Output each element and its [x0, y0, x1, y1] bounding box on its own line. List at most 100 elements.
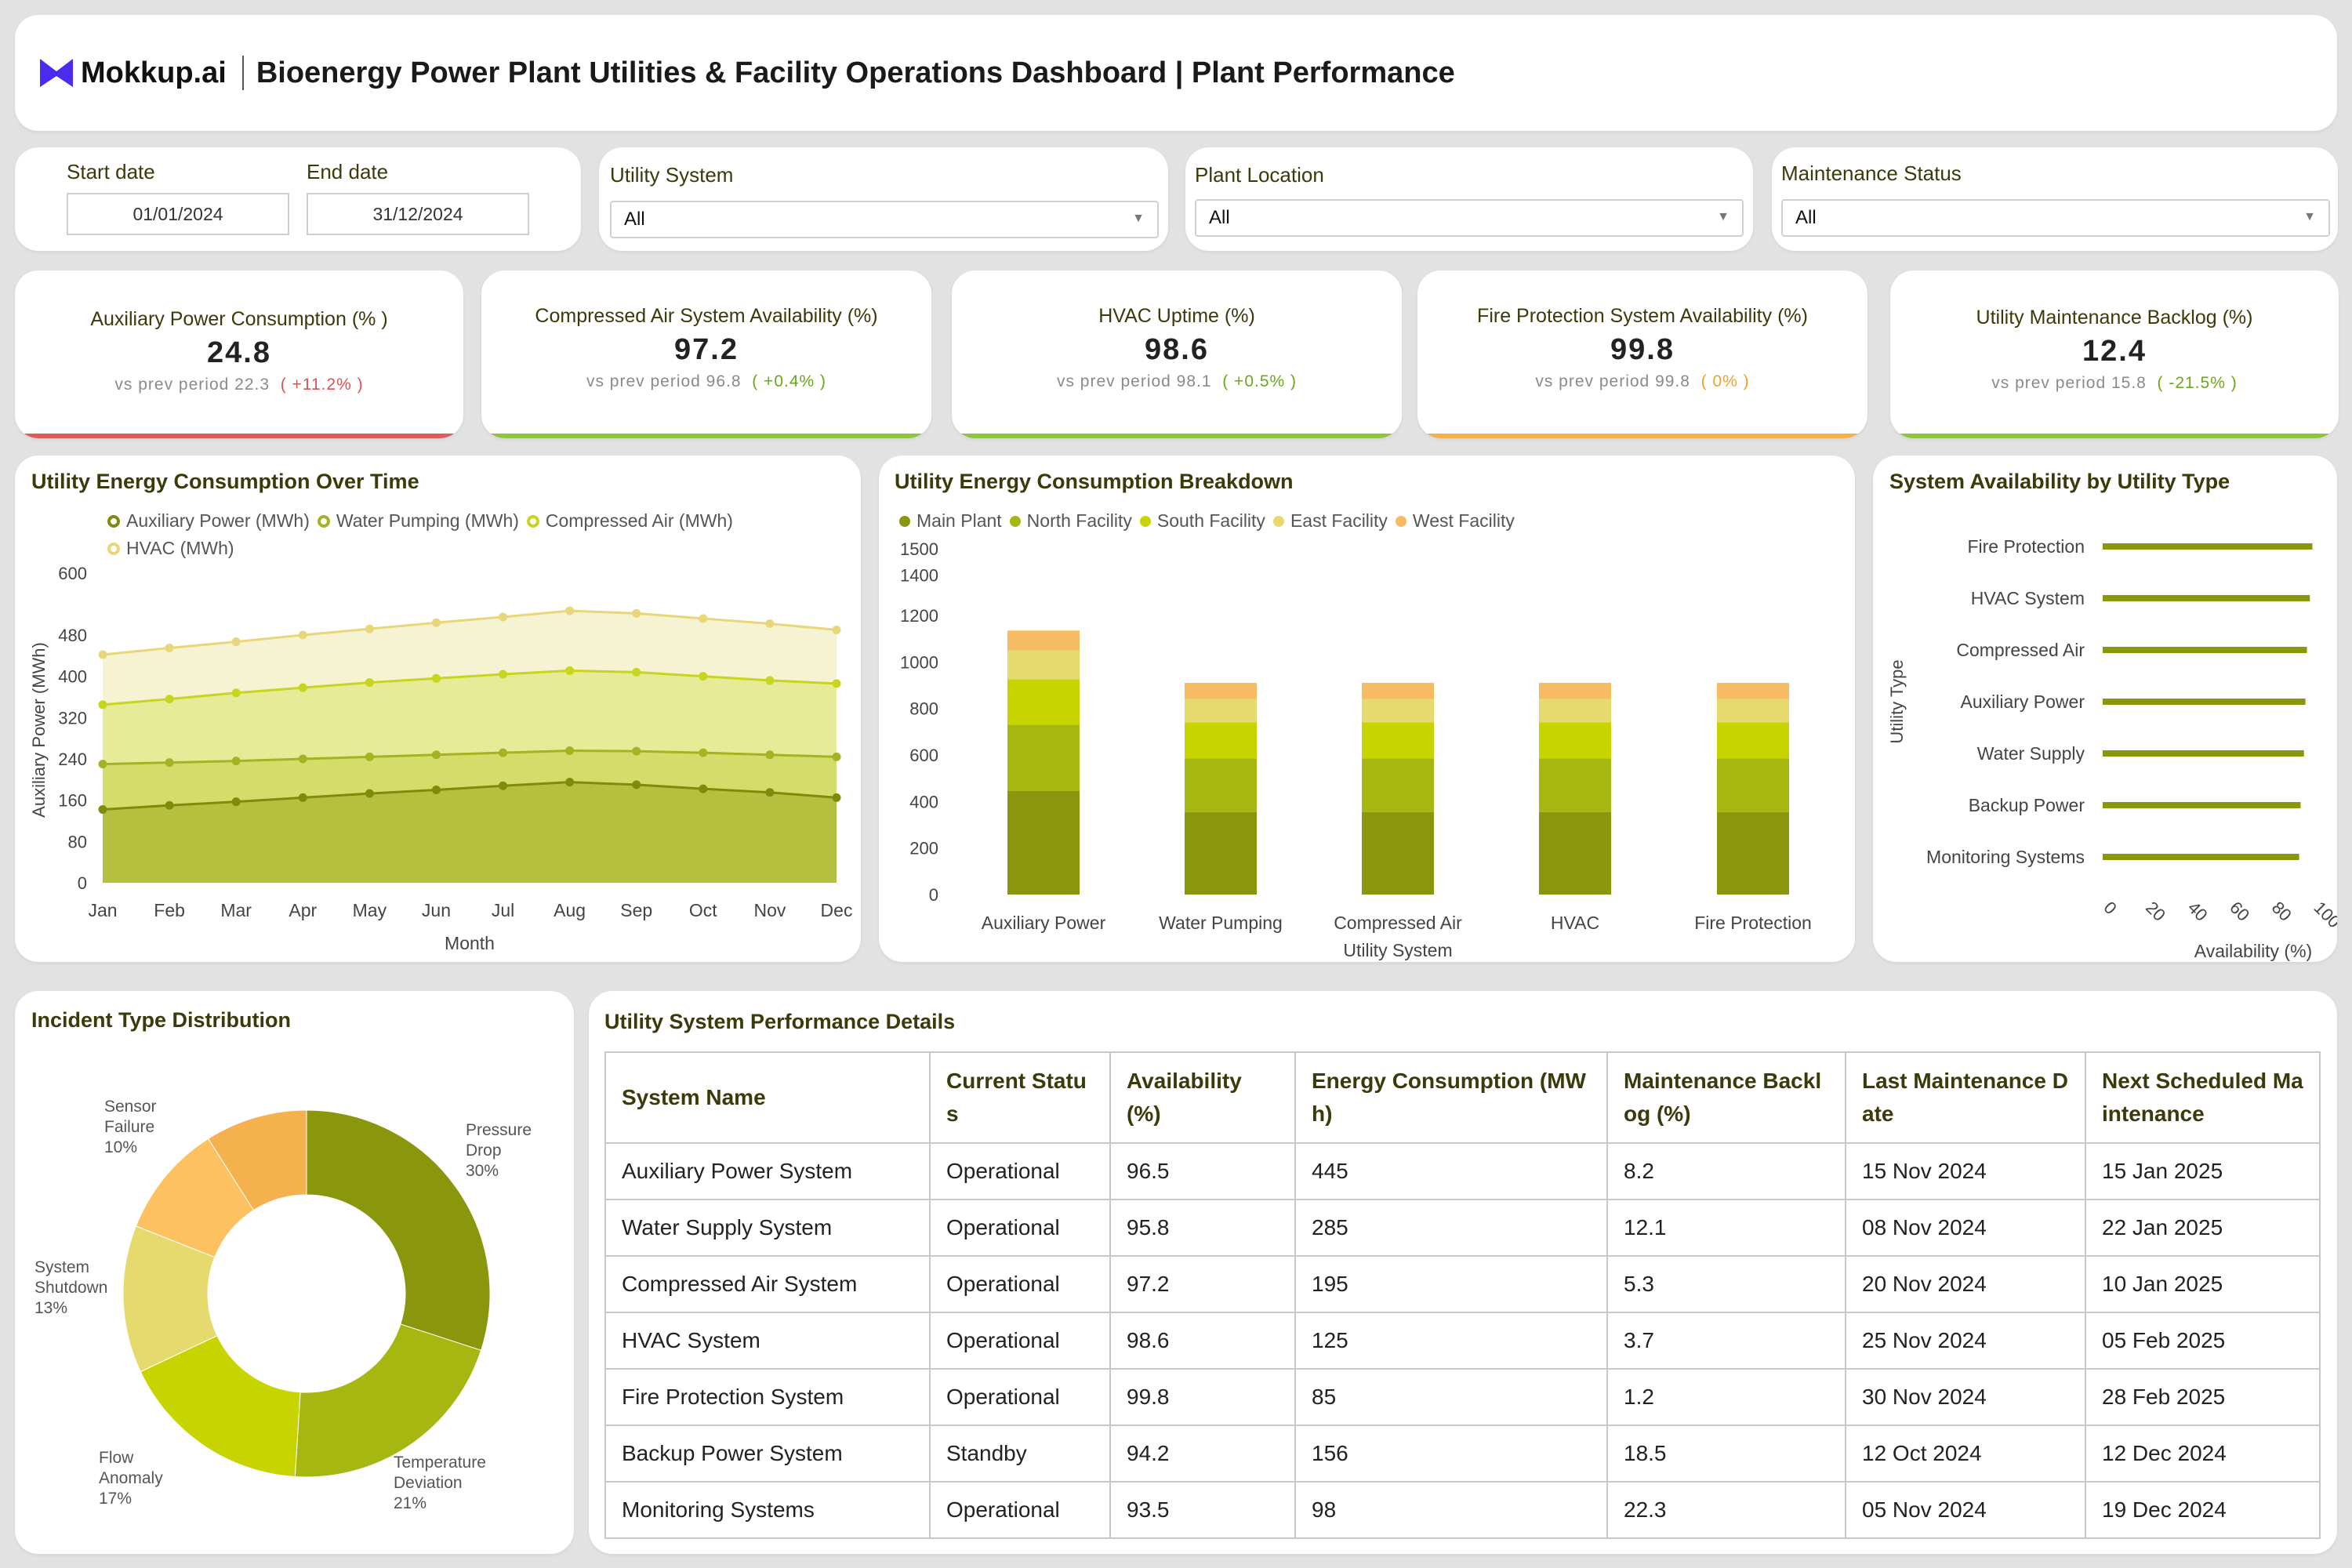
legend-item[interactable]: Water Pumping (MWh)	[317, 510, 519, 532]
legend-item[interactable]: South Facility	[1139, 510, 1265, 532]
column-header[interactable]: Current Status	[929, 1051, 1111, 1144]
table-cell: 15 Nov 2024	[1845, 1142, 2086, 1200]
data-point	[832, 625, 841, 634]
incident-distribution-title: Incident Type Distribution	[31, 1008, 292, 1032]
kpi-auxiliary-power: Auxiliary Power Consumption (% ) 24.8 vs…	[15, 270, 463, 438]
logo-text: Mokkup.ai	[81, 56, 227, 89]
donut-slice	[140, 1334, 301, 1478]
stacked-bar-chart: 0 200 400 600 800 1000 1200 1400 1500 Auxiliary P…	[900, 539, 1812, 960]
area-legend: Auxiliary Power (MWh) Water Pumping (MWh…	[107, 510, 813, 559]
data-point	[165, 643, 174, 652]
data-point	[765, 619, 775, 629]
y-tick-label: Compressed Air	[1956, 640, 2085, 660]
column-header[interactable]: Availability (%)	[1109, 1051, 1296, 1144]
column-header[interactable]: System Name	[604, 1051, 931, 1144]
plant-location-select[interactable]: All ▼	[1195, 199, 1744, 237]
y-tick-label: Fire Protection	[1967, 536, 2085, 557]
y-tick-label: 600	[58, 564, 87, 583]
x-axis-title: Utility System	[1343, 940, 1452, 960]
table-cell: 93.5	[1109, 1481, 1296, 1539]
data-point	[832, 679, 841, 688]
utility-system-value: All	[624, 209, 645, 230]
table-row[interactable]: Compressed Air System Operational 97.2 195 5…	[604, 1255, 2321, 1313]
table-row[interactable]: Backup Power System Standby 94.2 156 18.5 12 …	[604, 1425, 2321, 1483]
table-cell: Monitoring Systems	[604, 1481, 931, 1539]
bar-legend: Main Plant North Facility South Facility…	[899, 510, 1523, 532]
legend-item[interactable]: Main Plant	[899, 510, 1002, 532]
donut-slice	[294, 1323, 482, 1478]
incident-donut-chart: Pressure Drop 30% Temperature Deviation 21% Fl…	[34, 1098, 532, 1512]
table-row[interactable]: Auxiliary Power System Operational 96.5 445…	[604, 1142, 2321, 1200]
table-row[interactable]: HVAC System Operational 98.6 125 3.7 25 Nov 2…	[604, 1312, 2321, 1370]
data-point	[98, 805, 107, 815]
column-header[interactable]: Next Scheduled Maintenance	[2085, 1051, 2321, 1144]
table-cell: 5.3	[1606, 1255, 1846, 1313]
start-date-input[interactable]: 01/01/2024	[67, 193, 289, 235]
data-point	[565, 606, 575, 615]
donut-slice	[207, 1109, 307, 1211]
maintenance-status-select[interactable]: All ▼	[1781, 199, 2330, 237]
x-tick-label: Mar	[220, 900, 252, 920]
table-row[interactable]: Monitoring Systems Operational 93.5 98 22.3 0…	[604, 1481, 2321, 1539]
utility-system-select[interactable]: All ▼	[610, 201, 1159, 238]
data-point	[565, 666, 575, 675]
kpi-value: 98.6	[1145, 333, 1209, 366]
table-cell: 12 Dec 2024	[2085, 1425, 2321, 1483]
data-point	[632, 746, 641, 756]
data-point	[98, 760, 107, 769]
table-row[interactable]: Water Supply System Operational 95.8 285 12.…	[604, 1199, 2321, 1257]
legend-item[interactable]: Auxiliary Power (MWh)	[107, 510, 310, 532]
legend-item[interactable]: North Facility	[1009, 510, 1132, 532]
legend-item[interactable]: East Facility	[1272, 510, 1388, 532]
chevron-down-icon: ▼	[1132, 212, 1145, 225]
x-tick-label: Aug	[554, 900, 586, 920]
legend-item[interactable]: HVAC (MWh)	[107, 538, 234, 559]
performance-table-title: Utility System Performance Details	[604, 1010, 956, 1033]
table-cell: Operational	[929, 1142, 1111, 1200]
table-row[interactable]: Fire Protection System Operational 99.8 85 1…	[604, 1368, 2321, 1426]
maintenance-status-filter-card: Maintenance Status All ▼	[1772, 147, 2338, 251]
table-cell: 99.8	[1109, 1368, 1296, 1426]
header-divider	[241, 56, 244, 90]
table-cell: 18.5	[1606, 1425, 1846, 1483]
bar-segment	[1007, 790, 1080, 895]
bar-segment	[1362, 811, 1434, 895]
bar-segment	[1717, 722, 1789, 759]
x-axis-title: Availability (%)	[2194, 941, 2312, 961]
kpi-value: 24.8	[207, 336, 271, 369]
data-point	[431, 750, 441, 760]
plant-location-filter-card: Plant Location All ▼	[1185, 147, 1753, 251]
table-cell: 25 Nov 2024	[1845, 1312, 2086, 1370]
x-tick-label: Jul	[492, 900, 514, 920]
bar-segment	[1185, 683, 1257, 699]
y-tick-label: 240	[58, 750, 87, 769]
kpi-label: Auxiliary Power Consumption (% )	[90, 308, 388, 330]
bar-segment	[1362, 758, 1434, 812]
kpi-status-bar	[952, 434, 1402, 438]
x-tick-label: 0	[2100, 898, 2120, 918]
y-axis-title: Utility Type	[1887, 659, 1907, 743]
x-tick-label: HVAC	[1551, 913, 1599, 933]
bar-segment	[1362, 699, 1434, 723]
bar-segment	[1185, 811, 1257, 895]
data-point	[298, 683, 307, 692]
kpi-comparison: vs prev period 99.8 ( 0% )	[1535, 372, 1750, 390]
data-point	[298, 793, 307, 802]
column-header[interactable]: Maintenance Backlog (%)	[1606, 1051, 1846, 1144]
table-cell: 125	[1294, 1312, 1608, 1370]
x-tick-label: Nov	[753, 900, 786, 920]
column-header[interactable]: Energy Consumption (MWh)	[1294, 1051, 1608, 1144]
area-fill	[103, 782, 837, 883]
legend-item[interactable]: West Facility	[1395, 510, 1515, 532]
kpi-fire-protection: Fire Protection System Availability (%) …	[1417, 270, 1867, 438]
end-date-input[interactable]: 31/12/2024	[307, 193, 529, 235]
column-header[interactable]: Last Maintenance Date	[1845, 1051, 2086, 1144]
data-point	[431, 618, 441, 627]
data-point	[231, 797, 241, 807]
date-filter-card: Start date 01/01/2024 End date 31/12/202…	[15, 147, 581, 251]
chevron-down-icon: ▼	[2303, 210, 2316, 223]
data-point	[565, 778, 575, 787]
slice-label: Temperature Deviation 21%	[394, 1454, 486, 1512]
table-cell: 445	[1294, 1142, 1608, 1200]
legend-item[interactable]: Compressed Air (MWh)	[526, 510, 733, 532]
